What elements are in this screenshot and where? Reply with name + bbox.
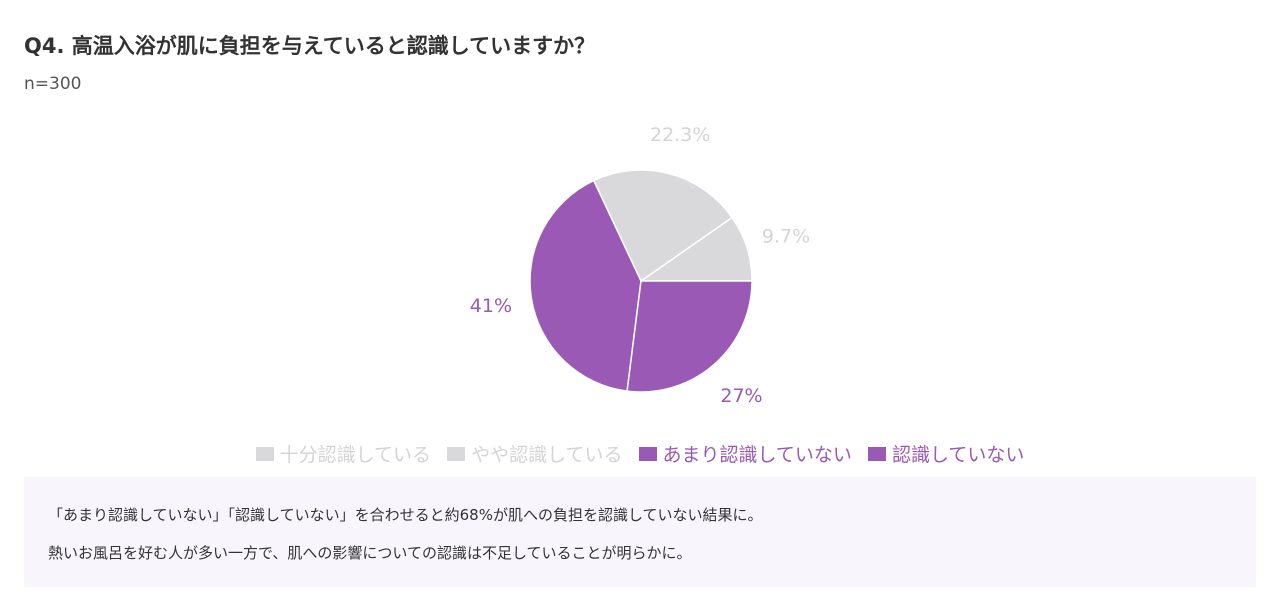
legend-swatch [255,446,274,461]
data-label-fully-aware: 9.7% [762,225,810,247]
legend-label: やや認識している [471,444,623,466]
legend-swatch [447,446,466,461]
data-label-not-aware: 27% [720,385,762,407]
legend-label: あまり認識していない [662,444,852,466]
pie-chart: 9.7% 22.3% 41% 27% [470,124,810,407]
summary-line-1: 「あまり認識していない」「認識していない」を合わせると約68%が肌への負担を認識… [48,506,763,524]
legend-item-somewhat-aware: やや認識している [447,440,623,467]
legend-swatch [867,446,886,461]
data-label-somewhat-aware: 22.3% [650,124,710,146]
legend-label: 十分認識している [279,444,432,466]
summary-line-2: 熱いお風呂を好む人が多い一方で、肌への影響についての認識は不足していることが明ら… [48,544,692,562]
legend-item-fully-aware: 十分認識している [255,440,432,467]
pie-slice-not-aware [626,280,753,393]
chart-legend: 十分認識している やや認識している あまり認識していない 認識していない [0,440,1280,467]
sample-size: n=300 [24,74,82,94]
pie-slice-not-very-aware [529,179,642,392]
legend-item-not-aware: 認識していない [867,440,1025,467]
chart-title: Q4. 高温入浴が肌に負担を与えていると認識していますか？ [24,34,596,58]
data-label-not-very-aware: 41% [470,295,512,317]
legend-label: 認識していない [891,444,1025,466]
legend-swatch [638,446,657,461]
legend-item-not-very-aware: あまり認識していない [638,440,852,467]
summary-note: 「あまり認識していない」「認識していない」を合わせると約68%が肌への負担を認識… [24,477,1256,587]
